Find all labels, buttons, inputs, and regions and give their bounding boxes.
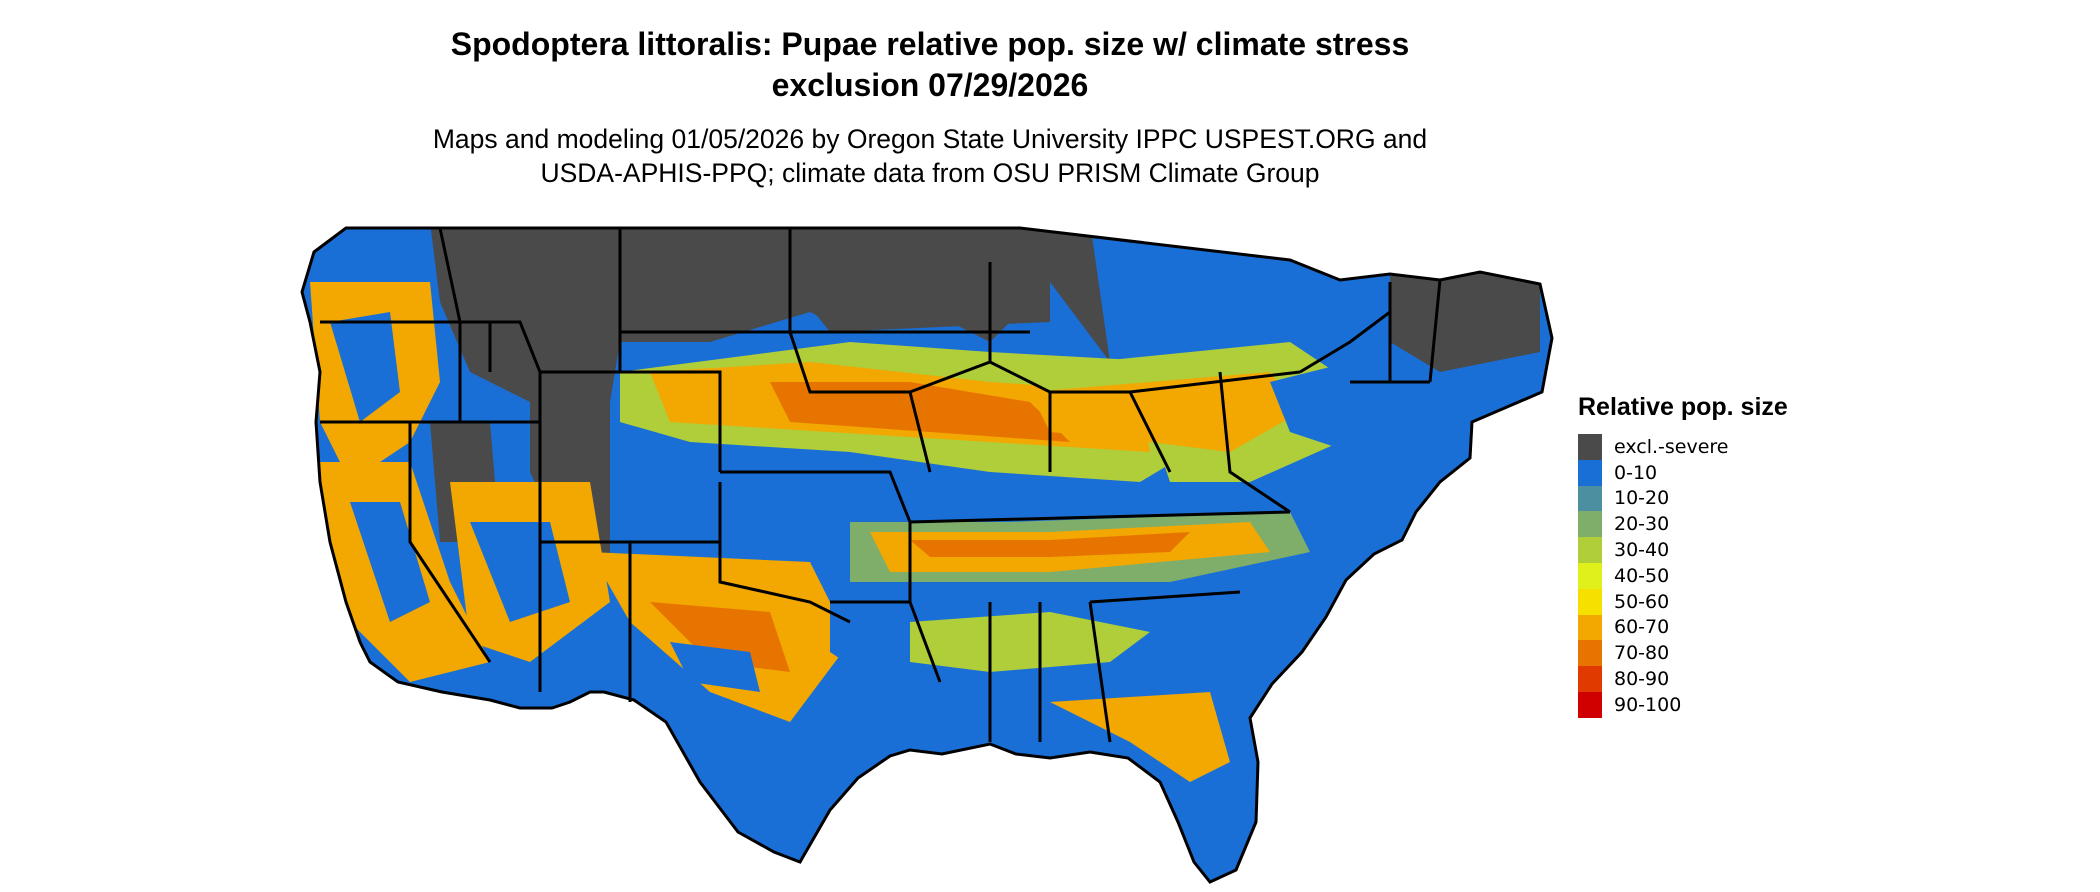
- legend-label: 40-50: [1614, 564, 1670, 587]
- legend-item: 60-70: [1578, 614, 1788, 641]
- map-title-line-1: Spodoptera littoralis: Pupae relative po…: [450, 26, 1410, 62]
- map-title: Spodoptera littoralis: Pupae relative po…: [300, 24, 1560, 106]
- legend-items: excl.-severe 0-10 10-20 20-30 30-40 40-50 50-6…: [1578, 434, 1788, 718]
- legend-label: 80-90: [1614, 668, 1670, 691]
- legend-item: 20-30: [1578, 511, 1788, 538]
- legend-swatch: [1578, 434, 1602, 460]
- legend-item: 50-60: [1578, 588, 1788, 615]
- legend-swatch: [1578, 666, 1602, 692]
- legend-item: 70-80: [1578, 640, 1788, 667]
- legend-label: 30-40: [1614, 539, 1670, 562]
- legend-swatch: [1578, 691, 1602, 718]
- legend-swatch: [1578, 588, 1602, 615]
- legend-item: 10-20: [1578, 485, 1788, 512]
- map-title-line-2: exclusion 07/29/2026: [771, 67, 1089, 103]
- legend-swatch: [1578, 640, 1602, 667]
- legend-label: excl.-severe: [1614, 435, 1729, 458]
- legend-swatch: [1578, 459, 1602, 486]
- map-subtitle-line-2: USDA-APHIS-PPQ; climate data from OSU PR…: [540, 158, 1320, 188]
- legend-swatch: [1578, 485, 1602, 512]
- legend-item: 80-90: [1578, 666, 1788, 692]
- legend-label: 70-80: [1614, 642, 1670, 665]
- state-borders: [300, 226, 1554, 884]
- map-subtitle: Maps and modeling 01/05/2026 by Oregon S…: [300, 122, 1560, 190]
- map-subtitle-line-1: Maps and modeling 01/05/2026 by Oregon S…: [432, 124, 1428, 154]
- legend-item: 40-50: [1578, 562, 1788, 589]
- us-map: [300, 226, 1554, 884]
- legend-label: 50-60: [1614, 590, 1670, 613]
- legend-swatch: [1578, 562, 1602, 589]
- legend-title: Relative pop. size: [1578, 393, 1788, 421]
- legend-label: 90-100: [1614, 693, 1682, 716]
- legend-swatch: [1578, 537, 1602, 563]
- legend-swatch: [1578, 614, 1602, 641]
- legend-swatch: [1578, 511, 1602, 538]
- legend-label: 20-30: [1614, 513, 1670, 536]
- legend: Relative pop. size excl.-severe 0-10 10-20…: [1578, 393, 1788, 718]
- legend-label: 60-70: [1614, 616, 1670, 639]
- legend-item: excl.-severe: [1578, 434, 1788, 460]
- map-fill-regions: [302, 228, 1552, 882]
- legend-item: 90-100: [1578, 691, 1788, 718]
- legend-label: 0-10: [1614, 461, 1658, 484]
- legend-label: 10-20: [1614, 487, 1670, 510]
- legend-item: 30-40: [1578, 537, 1788, 563]
- legend-item: 0-10: [1578, 459, 1788, 486]
